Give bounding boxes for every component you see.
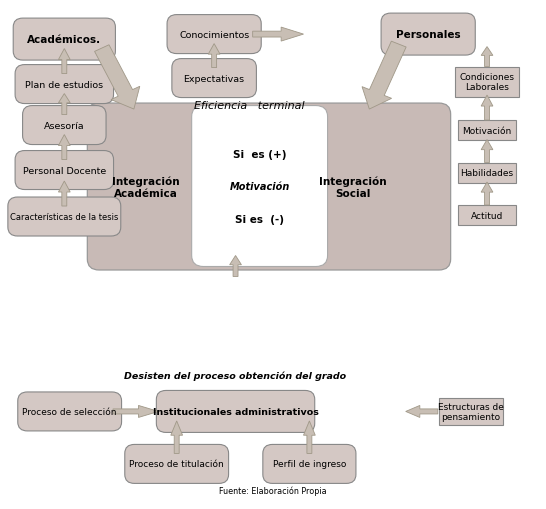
Text: Motivación: Motivación: [462, 126, 512, 135]
Text: Si es  (-): Si es (-): [235, 215, 284, 224]
FancyBboxPatch shape: [22, 106, 106, 145]
Text: Personales: Personales: [396, 30, 460, 40]
FancyBboxPatch shape: [263, 444, 356, 484]
FancyBboxPatch shape: [15, 151, 114, 190]
Text: Desisten del proceso obtención del grado: Desisten del proceso obtención del grado: [124, 371, 347, 380]
Polygon shape: [481, 140, 493, 163]
Polygon shape: [58, 94, 70, 116]
Bar: [440, 398, 502, 425]
FancyBboxPatch shape: [381, 14, 475, 56]
Polygon shape: [58, 182, 70, 207]
Text: Fuente: Elaboración Propia: Fuente: Elaboración Propia: [219, 486, 327, 495]
Polygon shape: [362, 42, 406, 110]
FancyBboxPatch shape: [156, 391, 314, 433]
FancyBboxPatch shape: [87, 104, 450, 270]
FancyBboxPatch shape: [18, 392, 122, 431]
FancyBboxPatch shape: [13, 19, 115, 61]
Polygon shape: [481, 47, 493, 67]
Text: Perfil de ingreso: Perfil de ingreso: [272, 460, 346, 468]
Text: Habilidades: Habilidades: [460, 168, 514, 178]
Text: Expectativas: Expectativas: [183, 74, 245, 83]
FancyBboxPatch shape: [192, 106, 328, 267]
Text: Integración
Social: Integración Social: [319, 176, 387, 198]
Text: Si  es (+): Si es (+): [233, 150, 286, 160]
Text: Eficiencia   terminal: Eficiencia terminal: [194, 101, 304, 111]
Bar: [458, 163, 516, 183]
Text: Proceso de selección: Proceso de selección: [22, 407, 117, 416]
FancyBboxPatch shape: [125, 444, 229, 484]
Text: Características de la tesis: Características de la tesis: [10, 213, 118, 221]
Text: Integración
Académica: Integración Académica: [112, 176, 180, 198]
Bar: [455, 68, 519, 97]
Text: Condiciones
Laborales: Condiciones Laborales: [460, 73, 514, 92]
Polygon shape: [94, 46, 140, 110]
Polygon shape: [171, 421, 182, 454]
Text: Actitud: Actitud: [471, 211, 503, 220]
Text: Académicos.: Académicos.: [27, 35, 102, 45]
Polygon shape: [58, 49, 70, 74]
FancyBboxPatch shape: [167, 16, 261, 54]
Polygon shape: [113, 406, 158, 417]
FancyBboxPatch shape: [15, 66, 114, 104]
Polygon shape: [58, 135, 70, 160]
Text: Proceso de titulación: Proceso de titulación: [129, 460, 224, 468]
Text: Conocimientos: Conocimientos: [179, 31, 250, 40]
Text: Institucionales administrativos: Institucionales administrativos: [152, 407, 318, 416]
Text: Plan de estudios: Plan de estudios: [25, 80, 103, 90]
Polygon shape: [406, 406, 438, 417]
Polygon shape: [253, 28, 304, 42]
Polygon shape: [208, 44, 220, 68]
Text: Motivación: Motivación: [229, 182, 290, 192]
Polygon shape: [304, 421, 315, 454]
Polygon shape: [481, 96, 493, 121]
Bar: [458, 121, 516, 141]
Polygon shape: [230, 256, 241, 277]
Bar: [458, 206, 516, 225]
FancyBboxPatch shape: [8, 197, 121, 237]
Text: Estructuras de
pensamiento: Estructuras de pensamiento: [438, 402, 504, 421]
Text: Personal Docente: Personal Docente: [23, 166, 106, 175]
Polygon shape: [481, 183, 493, 206]
Text: Asesoría: Asesoría: [44, 121, 85, 130]
FancyBboxPatch shape: [172, 60, 257, 98]
